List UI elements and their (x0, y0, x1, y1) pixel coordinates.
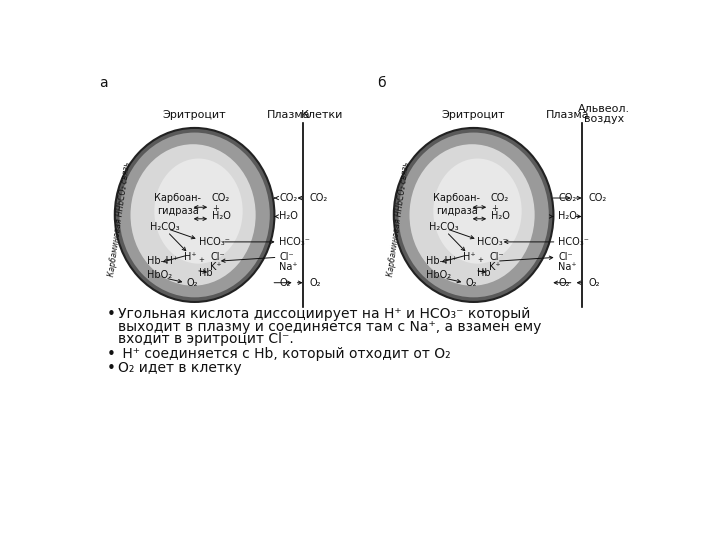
Ellipse shape (154, 159, 243, 264)
Text: HCO₃⁻: HCO₃⁻ (199, 237, 230, 247)
Text: CO₂: CO₂ (558, 193, 576, 203)
Text: Карбоан-
гидраза: Карбоан- гидраза (433, 193, 480, 216)
Text: H₂CO₃: H₂CO₃ (150, 221, 179, 232)
Text: HbO₂: HbO₂ (147, 270, 171, 280)
Text: O₂: O₂ (466, 278, 477, 288)
Text: O₂: O₂ (187, 278, 199, 288)
Ellipse shape (433, 159, 522, 264)
Text: HCO₃⁻: HCO₃⁻ (477, 237, 508, 247)
Text: Карбаминовая НHbCO₂ связь: Карбаминовая НHbCO₂ связь (107, 161, 132, 276)
Text: Альвеол.: Альвеол. (577, 104, 630, 114)
Ellipse shape (394, 128, 554, 302)
Text: Угольная кислота диссоциирует на H⁺ и HCO₃⁻ который: Угольная кислота диссоциирует на H⁺ и HC… (118, 307, 530, 321)
Text: воздух: воздух (584, 114, 624, 124)
Text: +: + (490, 204, 498, 213)
Text: Плазма: Плазма (267, 110, 311, 120)
Text: •: • (107, 361, 116, 376)
Text: Cl⁻: Cl⁻ (489, 252, 504, 262)
Ellipse shape (114, 128, 274, 302)
Text: H₂CO₃: H₂CO₃ (428, 221, 459, 232)
Ellipse shape (398, 132, 549, 298)
Text: CO₂: CO₂ (588, 193, 606, 203)
Ellipse shape (130, 144, 256, 286)
Text: CO₂: CO₂ (490, 193, 509, 203)
Text: Карбоан-
гидраза: Карбоан- гидраза (154, 193, 201, 216)
Text: Карбаминовая НHbCO₂ связь: Карбаминовая НHbCO₂ связь (386, 161, 411, 276)
Text: H₂O: H₂O (212, 212, 230, 221)
Text: O₂: O₂ (310, 278, 321, 288)
Text: HCO₃⁻: HCO₃⁻ (279, 237, 310, 247)
Text: Na⁺: Na⁺ (279, 262, 298, 272)
Text: Na⁺: Na⁺ (558, 262, 577, 272)
Text: Cl⁻: Cl⁻ (210, 252, 225, 262)
Text: O₂: O₂ (558, 278, 570, 288)
Text: Клетки: Клетки (301, 110, 343, 120)
Text: б: б (377, 76, 385, 90)
Text: а: а (99, 76, 108, 90)
Text: CO₂: CO₂ (310, 193, 328, 203)
Text: входит в эритроцит Cl⁻.: входит в эритроцит Cl⁻. (118, 332, 294, 346)
Text: Hb: Hb (199, 268, 212, 278)
Text: +: + (199, 256, 204, 262)
Text: Hb: Hb (477, 268, 491, 278)
Text: H⁺ соединяется с Hb, который отходит от O₂: H⁺ соединяется с Hb, который отходит от … (118, 347, 451, 361)
Ellipse shape (120, 132, 270, 298)
Text: K⁺: K⁺ (489, 262, 500, 272)
Ellipse shape (410, 144, 535, 286)
Text: H₂O: H₂O (490, 212, 510, 221)
Text: •: • (107, 347, 116, 362)
Text: Плазма: Плазма (546, 110, 590, 120)
Text: O₂: O₂ (588, 278, 600, 288)
Text: HCO₃⁻: HCO₃⁻ (558, 237, 589, 247)
Text: H⁺: H⁺ (464, 252, 476, 262)
Text: O₂ идет в клетку: O₂ идет в клетку (118, 361, 241, 375)
Text: Cl⁻: Cl⁻ (279, 252, 294, 262)
Text: +: + (477, 256, 483, 262)
Text: Эритроцит: Эритроцит (442, 110, 505, 120)
Text: O₂: O₂ (279, 278, 291, 288)
Text: Hb–H⁺: Hb–H⁺ (426, 256, 456, 266)
Text: CO₂: CO₂ (279, 193, 297, 203)
Text: HbO₂: HbO₂ (426, 270, 451, 280)
Text: CO₂: CO₂ (212, 193, 230, 203)
Text: Cl⁻: Cl⁻ (558, 252, 572, 262)
Text: выходит в плазму и соединяется там с Na⁺, а взамен ему: выходит в плазму и соединяется там с Na⁺… (118, 320, 541, 334)
Text: H₂O: H₂O (558, 212, 577, 221)
Text: H₂O: H₂O (279, 212, 298, 221)
Text: •: • (107, 307, 116, 322)
Text: +: + (212, 204, 219, 213)
Text: Эритроцит: Эритроцит (163, 110, 226, 120)
Text: K⁺: K⁺ (210, 262, 222, 272)
Text: Hb–H⁺: Hb–H⁺ (147, 256, 178, 266)
Text: H⁺: H⁺ (184, 252, 197, 262)
